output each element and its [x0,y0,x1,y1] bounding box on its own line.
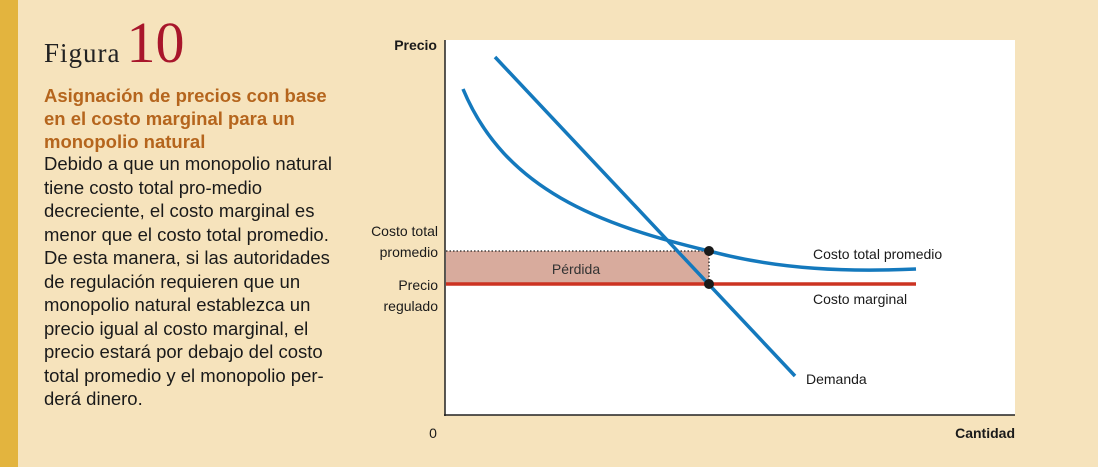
origin-label: 0 [429,425,437,441]
demand-label: Demanda [806,371,867,387]
figure-title: Asignación de precios con base en el cos… [44,85,327,152]
regulated-price-label-line2: regulado [384,298,439,314]
atc-price-point [704,246,714,256]
figure-label: Figura [44,38,121,68]
y-axis-label: Precio [394,37,437,53]
average-total-cost-curve [461,88,917,272]
regulated-price-point [704,279,714,289]
atc-price-label-line1: Costo total [371,223,438,239]
figure-caption: Debido a que un monopolio natural tiene … [44,153,332,409]
demand-curve [493,55,797,378]
figure-number: 10 [126,10,185,75]
loss-area [446,251,709,284]
regulated-price-label-line1: Precio [398,277,438,293]
loss-label: Pérdida [552,261,600,277]
figure-heading: Figura 10 [44,14,185,72]
x-axis-label: Cantidad [955,425,1015,441]
accent-side-bar [0,0,18,467]
atc-price-label-line2: promedio [380,244,439,260]
average-total-cost-label: Costo total promedio [813,246,942,262]
marginal-cost-label: Costo marginal [813,291,907,307]
